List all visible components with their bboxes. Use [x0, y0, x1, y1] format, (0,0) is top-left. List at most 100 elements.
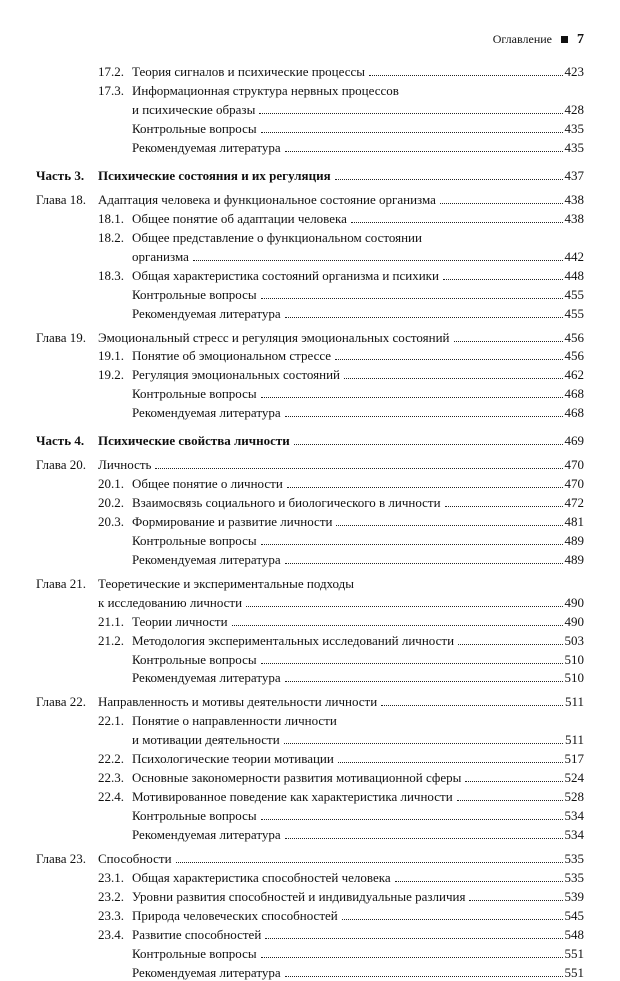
toc-label: Глава 22.	[36, 693, 98, 711]
toc-label: Часть 4.	[36, 432, 98, 450]
dot-leader	[454, 331, 563, 341]
toc-section-num: 22.3.	[98, 769, 132, 787]
toc-section-num: 23.1.	[98, 869, 132, 887]
toc-text: Уровни развития способностей и индивидуа…	[132, 888, 467, 906]
toc-text: к исследованию личности	[98, 594, 244, 612]
dot-leader	[443, 270, 563, 280]
toc-row: Рекомендуемая литература468	[36, 404, 584, 422]
toc-page-num: 489	[565, 532, 585, 550]
toc-row: Контрольные вопросы 510	[36, 651, 584, 669]
dot-leader	[457, 791, 563, 801]
toc-row: Часть 3.Психические состояния и их регул…	[36, 167, 584, 185]
toc-row: 17.2.Теория сигналов и психические проце…	[36, 63, 584, 81]
toc-section-num: 22.2.	[98, 750, 132, 768]
toc-page-num: 551	[565, 945, 585, 963]
toc-text: Формирование и развитие личности	[132, 513, 334, 531]
toc-text: Контрольные вопросы	[132, 651, 259, 669]
toc-page-num: 448	[565, 267, 585, 285]
toc-section-num: 20.2.	[98, 494, 132, 512]
toc-page-num: 510	[565, 651, 585, 669]
toc-section-num: 20.3.	[98, 513, 132, 531]
toc-text: Контрольные вопросы	[132, 945, 259, 963]
toc-row: 18.3.Общая характеристика состояний орга…	[36, 267, 584, 285]
toc-text: Рекомендуемая литература	[132, 551, 283, 569]
dot-leader	[261, 810, 563, 820]
toc-row-cont: организма442	[36, 248, 584, 266]
toc-text: Психические свойства личности	[98, 432, 292, 450]
dot-leader	[294, 435, 563, 445]
page-header: Оглавление 7	[36, 30, 584, 49]
toc-page-num: 468	[565, 385, 585, 403]
toc-text: Регуляция эмоциональных состояний	[132, 366, 342, 384]
toc-section-num: 23.4.	[98, 926, 132, 944]
dot-leader	[342, 910, 563, 920]
toc-page-num: 545	[565, 907, 585, 925]
dot-leader	[176, 853, 563, 863]
toc-section-num: 22.1.	[98, 712, 132, 730]
toc-page-num: 490	[565, 613, 585, 631]
dot-leader	[155, 459, 562, 469]
dot-leader	[285, 966, 563, 976]
dot-leader	[261, 289, 563, 299]
toc-row: 23.4.Развитие способностей548	[36, 926, 584, 944]
toc-row: 17.3.Информационная структура нервных пр…	[36, 82, 584, 100]
toc-row: Контрольные вопросы 468	[36, 385, 584, 403]
dot-leader	[285, 307, 563, 317]
toc-page-num: 524	[565, 769, 585, 787]
toc-text: Общее представление о функциональном сос…	[132, 229, 424, 247]
header-square-icon	[561, 36, 568, 43]
dot-leader	[335, 350, 562, 360]
toc-page-num: 511	[565, 731, 584, 749]
dot-leader	[193, 251, 563, 261]
toc-text: Основные закономерности развития мотивац…	[132, 769, 463, 787]
toc-section-num: 18.3.	[98, 267, 132, 285]
toc-page-num: 470	[565, 475, 585, 493]
toc-row-cont: и психические образы428	[36, 101, 584, 119]
dot-leader	[285, 829, 563, 839]
toc-page-num: 438	[565, 191, 585, 209]
toc-text: Рекомендуемая литература	[132, 669, 283, 687]
toc-row: 23.2.Уровни развития способностей и инди…	[36, 888, 584, 906]
header-title: Оглавление	[493, 32, 552, 46]
toc-page-num: 511	[565, 693, 584, 711]
toc-page-num: 437	[565, 167, 585, 185]
toc-row: 20.1.Общее понятие о личности470	[36, 475, 584, 493]
toc-page-num: 470	[565, 456, 585, 474]
toc-row: 21.1.Теории личности490	[36, 613, 584, 631]
toc-page-num: 462	[565, 366, 585, 384]
toc-page-num: 539	[565, 888, 585, 906]
table-of-contents: 17.2.Теория сигналов и психические проце…	[36, 63, 584, 981]
toc-text: Информационная структура нервных процесс…	[132, 82, 401, 100]
toc-row: 20.2.Взаимосвязь социального и биологиче…	[36, 494, 584, 512]
toc-section-num: 19.2.	[98, 366, 132, 384]
toc-row: Часть 4.Психические свойства личности 469	[36, 432, 584, 450]
toc-text: Теоретические и экспериментальные подход…	[98, 575, 356, 593]
toc-page-num: 456	[565, 329, 585, 347]
toc-text: и мотивации деятельности	[132, 731, 282, 749]
dot-leader	[445, 497, 563, 507]
toc-page-num: 469	[565, 432, 585, 450]
dot-leader	[285, 554, 563, 564]
toc-row: 23.3.Природа человеческих способностей54…	[36, 907, 584, 925]
toc-row: Контрольные вопросы534	[36, 807, 584, 825]
toc-page-num: 535	[565, 850, 585, 868]
toc-text: Личность	[98, 456, 153, 474]
dot-leader	[344, 369, 563, 379]
toc-section-num: 21.1.	[98, 613, 132, 631]
toc-text: Контрольные вопросы	[132, 385, 259, 403]
toc-page-num: 423	[565, 63, 585, 81]
toc-page-num: 503	[565, 632, 585, 650]
toc-text: Рекомендуемая литература	[132, 404, 283, 422]
toc-row: Глава 19.Эмоциональный стресс и регуляци…	[36, 329, 584, 347]
toc-section-num: 17.2.	[98, 63, 132, 81]
dot-leader	[261, 535, 563, 545]
toc-label: Часть 3.	[36, 167, 98, 185]
toc-page-num: 435	[565, 139, 585, 157]
toc-row: 21.2.Методология экспериментальных иссле…	[36, 632, 584, 650]
dot-leader	[259, 104, 562, 114]
dot-leader	[261, 388, 563, 398]
toc-section-num: 18.2.	[98, 229, 132, 247]
dot-leader	[351, 213, 563, 223]
toc-page: Оглавление 7 17.2.Теория сигналов и псих…	[0, 0, 620, 943]
dot-leader	[285, 672, 563, 682]
